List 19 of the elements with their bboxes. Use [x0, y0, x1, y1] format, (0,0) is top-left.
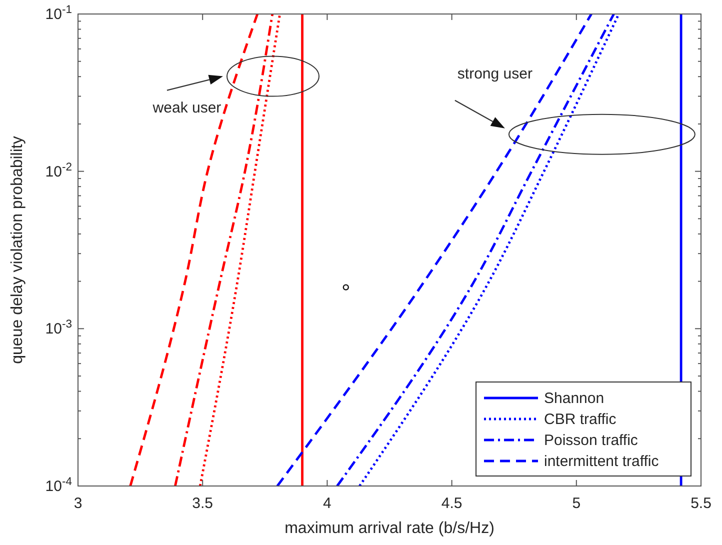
y-tick-label: 10$^{-4}$: [45, 476, 72, 495]
legend-label: intermittent traffic: [544, 453, 660, 470]
x-tick-label: 3.5: [192, 495, 214, 512]
y-tick-label: 10$^{-2}$: [45, 161, 72, 180]
x-tick-label: 4: [323, 495, 332, 512]
x-tick-label: 3: [74, 495, 82, 512]
legend-label: Shannon: [544, 390, 604, 407]
annotation: strong user: [457, 65, 532, 82]
legend-label: Poisson traffic: [544, 432, 638, 449]
y-tick-label: 10$^{-1}$: [45, 4, 72, 23]
x-tick-label: 4.5: [441, 495, 462, 512]
line-series: [129, 12, 259, 488]
y-tick-label: 10$^{-3}$: [45, 318, 72, 338]
x-tick-label: 5: [572, 495, 581, 512]
annotation: weak user: [152, 99, 222, 116]
y-axis-title: queue delay violation probability: [9, 136, 26, 364]
x-tick-label: 5.5: [690, 495, 712, 512]
legend-label: CBR traffic: [544, 411, 617, 428]
x-axis-title: maximum arrival rate (b/s/Hz): [284, 520, 494, 537]
